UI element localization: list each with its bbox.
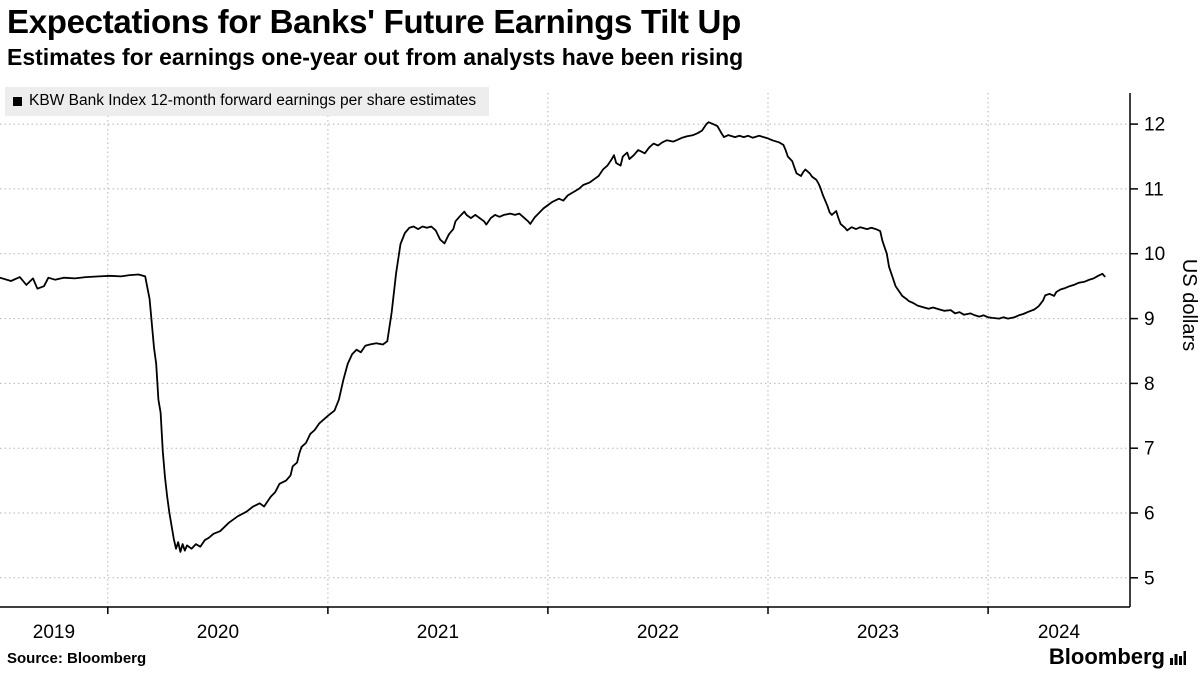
x-tick-label: 2023 [857, 622, 899, 643]
x-tick-label: 2019 [33, 622, 75, 643]
legend: KBW Bank Index 12-month forward earnings… [5, 87, 490, 116]
y-tick-label: 5 [1144, 568, 1155, 589]
bloomberg-wordmark: Bloomberg [1048, 644, 1165, 669]
bloomberg-logo: Bloomberg [1049, 644, 1186, 670]
y-tick-label: 12 [1144, 115, 1165, 136]
y-tick-label: 11 [1144, 179, 1164, 200]
x-tick-label: 2022 [637, 622, 679, 643]
legend-marker-icon [13, 96, 22, 106]
bloomberg-chart-icon [1170, 651, 1186, 665]
series-line [0, 121, 1106, 553]
page-title: Expectations for Banks' Future Earnings … [7, 3, 741, 40]
y-tick-label: 8 [1144, 374, 1155, 395]
y-tick-label: 7 [1144, 439, 1155, 460]
y-tick-label: 10 [1144, 244, 1165, 265]
x-tick-label: 2024 [1038, 622, 1081, 643]
y-tick-label: 9 [1144, 309, 1155, 330]
y-axis-title: US dollars [1178, 259, 1200, 351]
page-subtitle: Estimates for earnings one-year out from… [7, 44, 744, 70]
source-note: Source: Bloomberg [7, 650, 147, 667]
x-tick-label: 2020 [197, 622, 239, 643]
y-tick-label: 6 [1144, 504, 1155, 525]
legend-label: KBW Bank Index 12-month forward earnings… [29, 92, 477, 109]
x-tick-label: 2021 [417, 622, 459, 643]
